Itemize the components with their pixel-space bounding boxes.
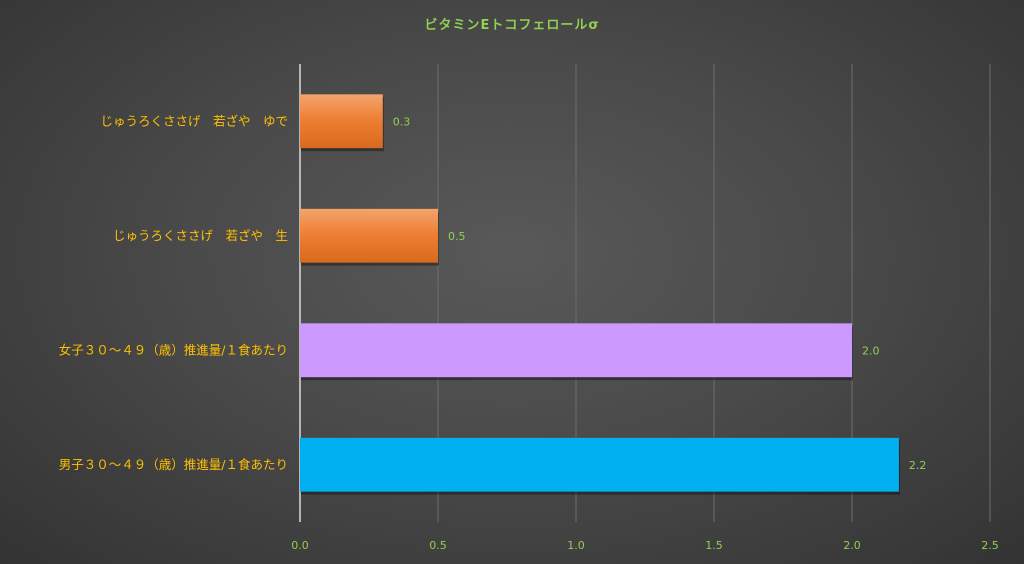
- category-label: じゅうろくささげ 若ざや 生: [113, 228, 288, 243]
- data-label: 0.3: [393, 115, 411, 128]
- category-label: じゅうろくささげ 若ざや ゆで: [100, 113, 288, 128]
- bar: [300, 323, 852, 378]
- x-tick-label: 0.0: [291, 539, 309, 552]
- category-label: 男子３０～４９（歳）推進量/１食あたり: [59, 457, 288, 472]
- data-label: 0.5: [448, 230, 466, 243]
- bar: [300, 94, 383, 149]
- x-tick-label: 0.5: [429, 539, 447, 552]
- x-tick-label: 2.5: [981, 539, 999, 552]
- x-tick-label: 1.0: [567, 539, 585, 552]
- x-tick-label: 2.0: [843, 539, 861, 552]
- bar: [300, 437, 899, 492]
- category-label: 女子３０～４９（歳）推進量/１食あたり: [59, 342, 288, 357]
- data-label: 2.2: [909, 459, 927, 472]
- chart-title: ビタミンEトコフェロールσ: [424, 18, 600, 33]
- bar: [300, 208, 438, 263]
- data-label: 2.0: [862, 344, 880, 357]
- x-tick-label: 1.5: [705, 539, 723, 552]
